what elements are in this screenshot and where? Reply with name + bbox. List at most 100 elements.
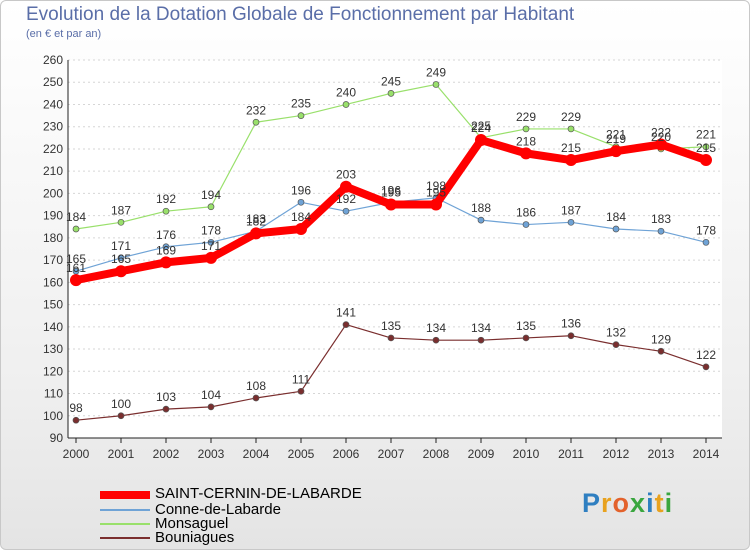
data-label: 165 (111, 252, 131, 266)
data-label: 198 (426, 179, 446, 193)
data-label: 219 (606, 132, 626, 146)
data-label: 136 (561, 317, 581, 331)
data-label: 108 (246, 379, 266, 393)
data-point (297, 198, 305, 206)
data-label: 196 (381, 183, 401, 197)
legend-swatch-0 (100, 491, 150, 499)
x-tick-label: 2005 (288, 447, 315, 461)
y-tick-label: 100 (43, 409, 63, 423)
legend-swatch-1 (100, 509, 150, 511)
data-label: 182 (246, 214, 266, 228)
data-point (567, 218, 575, 226)
data-label: 183 (246, 212, 266, 226)
y-tick-label: 140 (43, 320, 63, 334)
data-label: 187 (111, 203, 131, 217)
data-label: 171 (201, 239, 221, 253)
chart-subtitle: (en € et par an) (26, 28, 102, 40)
data-label: 187 (561, 203, 581, 217)
legend-swatch-2 (100, 523, 150, 525)
x-tick-label: 2001 (108, 447, 135, 461)
y-tick-label: 110 (44, 387, 63, 401)
chart-title: Evolution de la Dotation Globale de Fonc… (26, 4, 575, 25)
data-point (342, 101, 350, 108)
data-point (72, 416, 80, 424)
logo-letter: P (582, 488, 602, 518)
data-label: 135 (516, 319, 536, 333)
data-label: 129 (651, 332, 671, 346)
data-label: 245 (381, 74, 401, 88)
data-label: 249 (426, 65, 446, 79)
x-tick-label: 2010 (513, 447, 540, 461)
data-point (252, 118, 260, 126)
data-point (117, 412, 125, 420)
data-point (205, 251, 217, 264)
data-point (385, 198, 397, 211)
data-label: 141 (336, 306, 356, 320)
data-point (657, 227, 665, 235)
data-point (657, 347, 665, 355)
logo-letter: r (601, 488, 613, 518)
data-point (655, 138, 667, 151)
data-point (115, 265, 127, 278)
logo-letter: x (630, 488, 647, 518)
data-point (567, 332, 575, 340)
data-label: 132 (606, 326, 626, 340)
data-label: 215 (696, 141, 716, 155)
data-point (522, 221, 530, 228)
data-point (297, 112, 305, 119)
data-point (567, 125, 575, 133)
logo-letter: i (646, 488, 655, 518)
x-tick-label: 2011 (558, 447, 584, 461)
logo-letter: o (612, 488, 631, 518)
data-point (297, 387, 305, 395)
data-point (702, 238, 710, 246)
data-point (432, 81, 440, 88)
data-label: 194 (201, 188, 221, 202)
data-label: 240 (336, 85, 356, 99)
data-point (430, 198, 442, 211)
y-tick-label: 150 (43, 298, 63, 312)
data-point (117, 254, 125, 262)
data-label: 235 (291, 97, 311, 111)
data-label: 122 (696, 348, 716, 362)
data-point (342, 321, 350, 328)
data-label: 100 (111, 397, 131, 411)
x-tick-label: 2002 (153, 447, 180, 461)
data-label: 220 (651, 130, 671, 144)
data-point (160, 256, 172, 269)
y-tick-label: 250 (43, 75, 63, 89)
data-point (72, 225, 80, 233)
x-tick-label: 2000 (63, 447, 90, 461)
data-point (522, 125, 530, 133)
data-label: 184 (66, 210, 86, 224)
data-label: 178 (201, 223, 221, 237)
data-label: 165 (66, 252, 86, 266)
data-label: 222 (651, 125, 671, 139)
data-label: 215 (561, 141, 581, 155)
data-label: 171 (111, 239, 131, 253)
y-tick-label: 190 (43, 209, 63, 223)
data-label: 134 (426, 321, 446, 335)
data-point (520, 147, 532, 160)
data-point (475, 134, 487, 147)
data-label: 188 (471, 201, 491, 215)
data-label: 195 (381, 186, 401, 200)
y-tick-label: 130 (43, 342, 63, 356)
data-label: 224 (471, 121, 491, 135)
x-tick-label: 2008 (423, 447, 450, 461)
x-tick-label: 2007 (378, 447, 405, 461)
logo-letter: i (664, 488, 674, 518)
x-tick-label: 2009 (468, 447, 495, 461)
x-tick-label: 2004 (243, 447, 270, 461)
data-label: 196 (291, 183, 311, 197)
data-point (162, 405, 170, 413)
data-label: 135 (381, 319, 401, 333)
legend-swatch-3 (100, 537, 150, 539)
data-label: 176 (156, 228, 176, 242)
data-label: 111 (292, 372, 311, 386)
data-label: 104 (201, 388, 221, 402)
x-tick-label: 2014 (693, 447, 720, 461)
data-point (522, 334, 530, 342)
data-label: 98 (69, 401, 83, 415)
y-tick-label: 220 (43, 142, 63, 156)
